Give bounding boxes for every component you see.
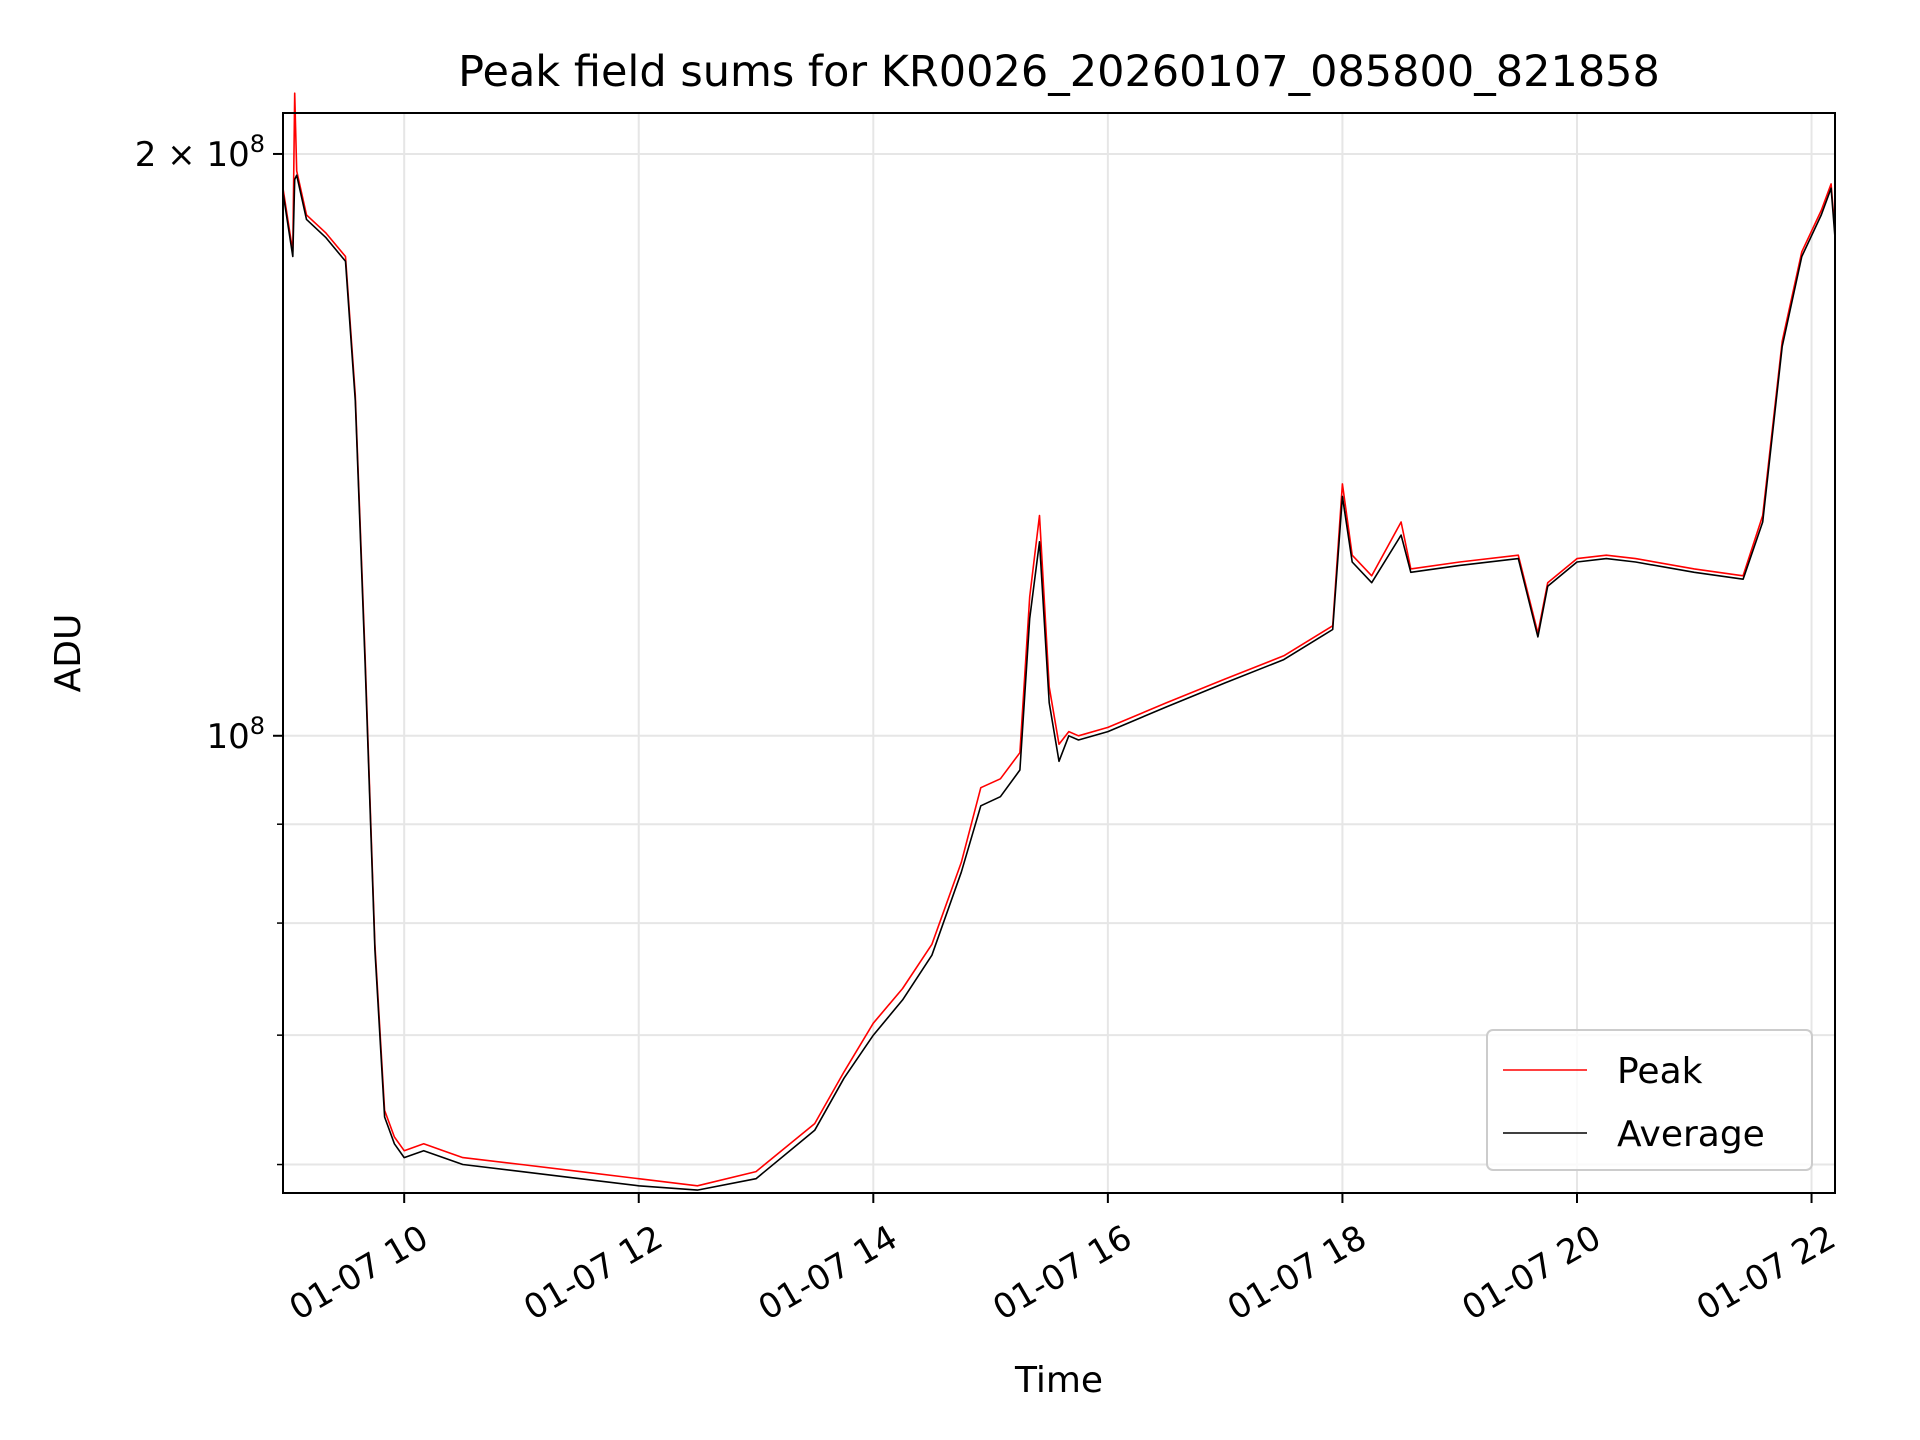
legend-label-average: Average [1617,1114,1765,1155]
legend-box [1486,1029,1813,1171]
x-tick-label: 01-07 18 [1221,1218,1373,1329]
y-tick-label: 2 × 108 [135,130,265,175]
x-axis-title: Time [1014,1360,1103,1401]
x-tick-label: 01-07 22 [1690,1218,1842,1329]
plot-frame [282,112,1836,1194]
x-tick-label: 01-07 20 [1455,1218,1607,1329]
x-tick-label: 01-07 16 [986,1218,1138,1329]
series-line-peak [282,92,1836,1187]
x-tick-label: 01-07 12 [517,1218,669,1329]
chart-title: Peak field sums for KR0026_20260107_0858… [458,47,1660,97]
y-axis-title: ADU [48,614,89,693]
series-line-average [282,174,1836,1191]
legend-label-peak: Peak [1617,1051,1703,1092]
legend: Peak Average [1486,1029,1813,1171]
y-tick-label: 108 [206,712,265,757]
x-tick-label: 01-07 14 [752,1218,904,1329]
x-tick-label: 01-07 10 [283,1218,435,1329]
series-layer [282,92,1836,1191]
